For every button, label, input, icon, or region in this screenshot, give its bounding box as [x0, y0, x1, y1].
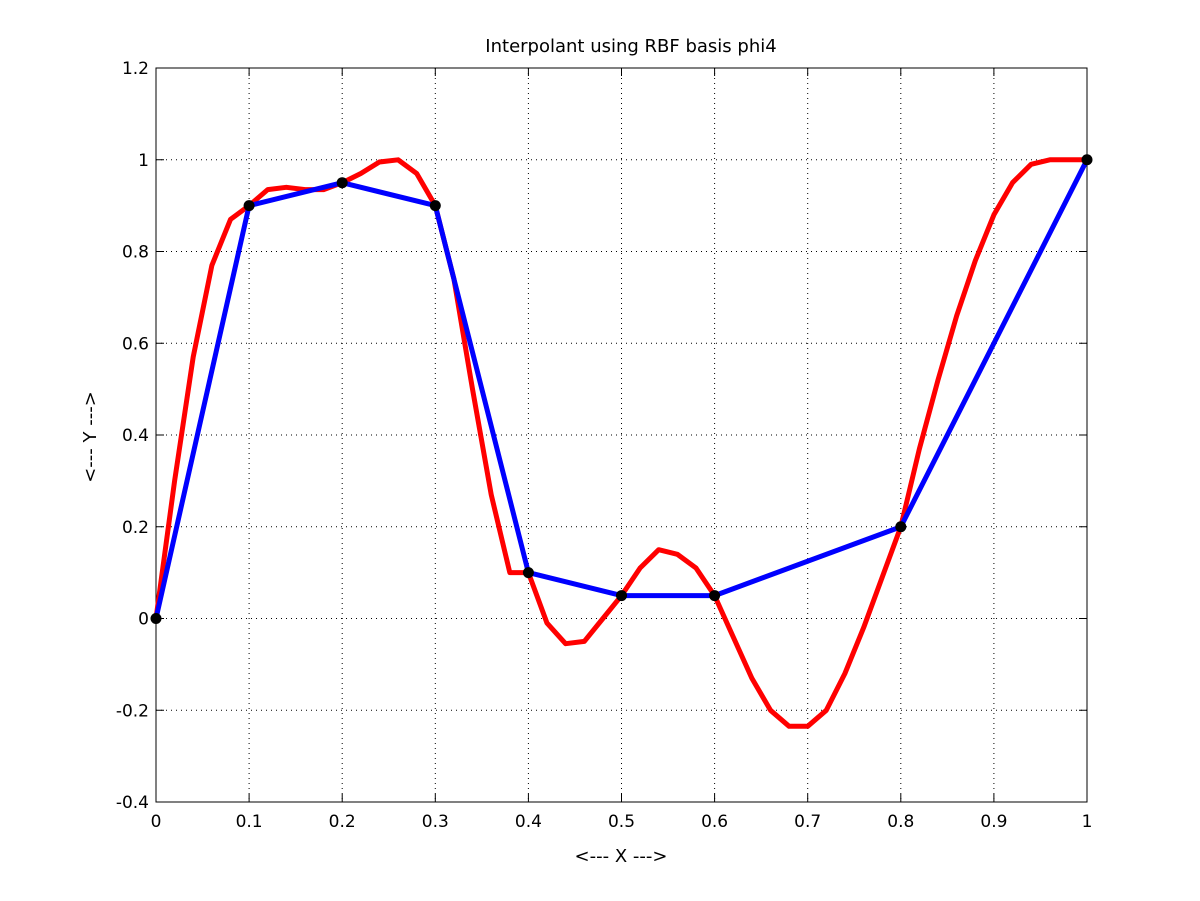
x-tick-label: 0.9	[980, 812, 1007, 832]
y-tick-label: -0.4	[116, 793, 149, 813]
chart-title: Interpolant using RBF basis phi4	[485, 36, 776, 57]
x-tick-labels: 0 0.1 0.2 0.3 0.4 0.5 0.6 0.7 0.8 0.9 1	[151, 812, 1093, 832]
y-tick-label: 0.2	[122, 518, 149, 538]
y-tick-label: 1	[138, 151, 149, 171]
data-point	[1081, 154, 1093, 166]
data-point	[336, 177, 348, 189]
x-tick-label: 0.8	[887, 812, 914, 832]
y-tick-label: 0.4	[122, 426, 149, 446]
y-tick-label: 0	[138, 610, 149, 630]
y-tick-label: 1.2	[122, 59, 149, 79]
x-tick-label: 0.4	[515, 812, 542, 832]
y-tick-label: 0.8	[122, 243, 149, 263]
series-layer	[150, 154, 1093, 729]
data-point	[150, 613, 162, 624]
x-tick-label: 0.6	[701, 812, 728, 832]
data-point	[709, 590, 721, 602]
x-tick-label: 0.3	[422, 812, 449, 832]
data-point	[522, 567, 534, 579]
data-point	[429, 200, 441, 212]
x-axis-label: <--- X --->	[575, 846, 668, 867]
x-tick-label: 0	[151, 812, 162, 832]
x-tick-label: 0.5	[608, 812, 635, 832]
x-tick-label: 0.1	[236, 812, 263, 832]
y-tick-labels: -0.4 -0.2 0 0.2 0.4 0.6 0.8 1 1.2	[116, 59, 149, 813]
x-tick-label: 0.2	[329, 812, 356, 832]
data-point	[243, 200, 255, 212]
y-tick-label: -0.2	[116, 701, 149, 721]
grid	[156, 68, 1087, 802]
x-tick-label: 0.7	[794, 812, 821, 832]
y-axis-label: <--- Y --->	[80, 391, 101, 483]
y-tick-label: 0.6	[122, 334, 149, 354]
data-point	[616, 590, 627, 602]
x-tick-label: 1	[1082, 812, 1093, 832]
data-point	[895, 521, 907, 533]
